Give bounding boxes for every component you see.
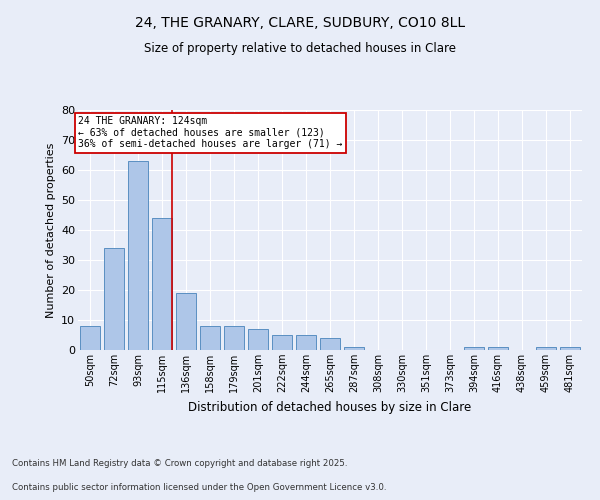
Text: Contains public sector information licensed under the Open Government Licence v3: Contains public sector information licen… xyxy=(12,484,386,492)
Text: Size of property relative to detached houses in Clare: Size of property relative to detached ho… xyxy=(144,42,456,55)
Bar xyxy=(248,329,268,350)
Text: Contains HM Land Registry data © Crown copyright and database right 2025.: Contains HM Land Registry data © Crown c… xyxy=(12,458,347,468)
Bar xyxy=(152,218,172,350)
X-axis label: Distribution of detached houses by size in Clare: Distribution of detached houses by size … xyxy=(188,400,472,413)
Bar xyxy=(464,347,484,350)
Bar xyxy=(272,335,292,350)
Bar xyxy=(176,293,196,350)
Bar xyxy=(536,347,556,350)
Bar xyxy=(200,326,220,350)
Bar xyxy=(488,347,508,350)
Text: 24 THE GRANARY: 124sqm
← 63% of detached houses are smaller (123)
36% of semi-de: 24 THE GRANARY: 124sqm ← 63% of detached… xyxy=(78,116,343,149)
Bar xyxy=(224,326,244,350)
Bar xyxy=(296,335,316,350)
Bar xyxy=(104,248,124,350)
Bar xyxy=(320,338,340,350)
Bar xyxy=(128,161,148,350)
Bar xyxy=(344,347,364,350)
Text: 24, THE GRANARY, CLARE, SUDBURY, CO10 8LL: 24, THE GRANARY, CLARE, SUDBURY, CO10 8L… xyxy=(135,16,465,30)
Y-axis label: Number of detached properties: Number of detached properties xyxy=(46,142,56,318)
Bar xyxy=(560,347,580,350)
Bar xyxy=(80,326,100,350)
